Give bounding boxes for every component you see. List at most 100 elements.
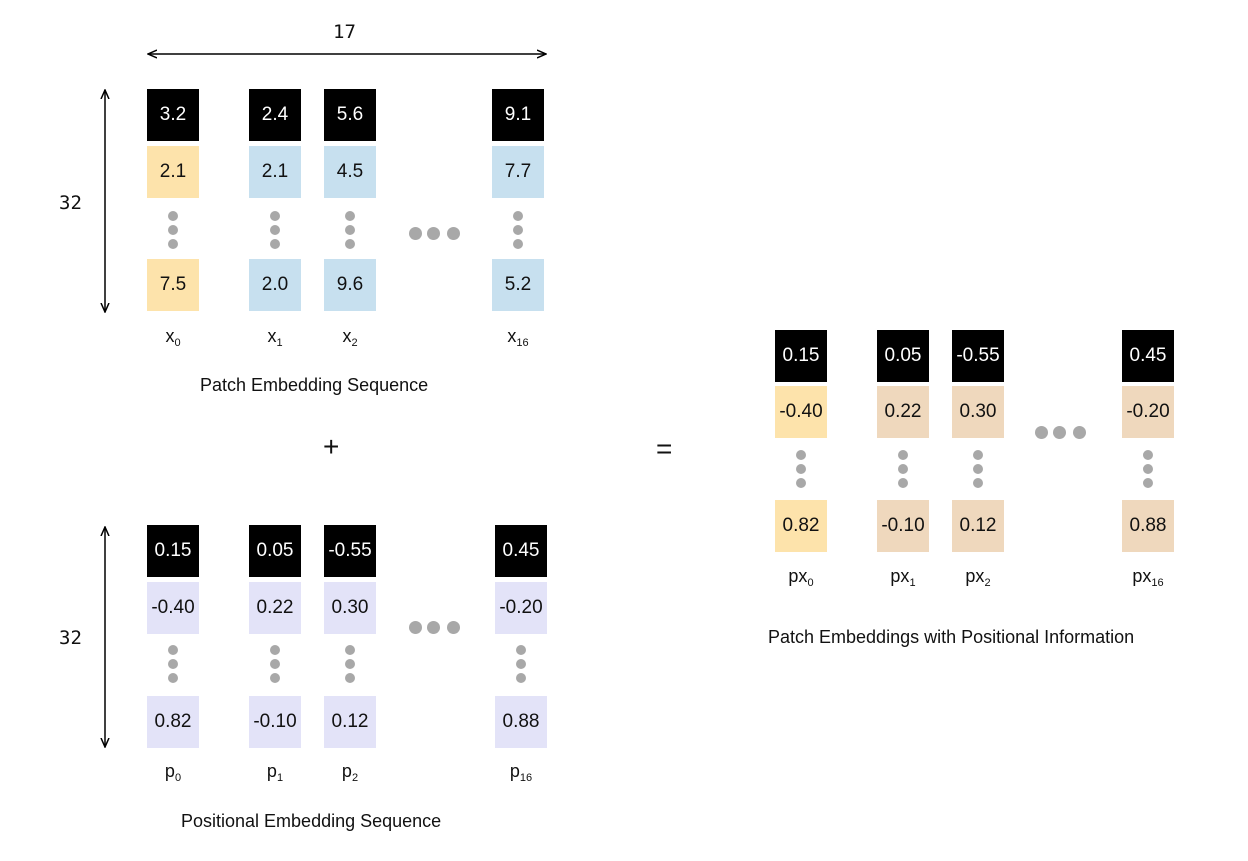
vertical-ellipsis-dot [345,645,355,655]
patch-cell-last: 2.0 [249,259,301,311]
patch-column-label: x16 [478,326,558,349]
positional-label-text: p [509,761,520,781]
vertical-ellipsis-dot [168,225,178,235]
positional-column-label: p1 [235,761,315,784]
result-cell-header: 0.05 [877,330,929,382]
vertical-ellipsis-dot [973,478,983,488]
result-label-subscript: 1 [909,577,916,589]
horizontal-ellipsis-dot [427,621,440,634]
positional-cell-second: -0.20 [495,582,547,634]
patch-cell-header: 5.6 [324,89,376,141]
result-cell-last: 0.82 [775,500,827,552]
vertical-ellipsis-dot [1143,478,1153,488]
positional-cell-last: 0.82 [147,696,199,748]
vertical-ellipsis-dot [270,673,280,683]
height-label-top: 32 [59,192,82,214]
vertical-ellipsis-dot [898,450,908,460]
patch-cell-second: 2.1 [249,146,301,198]
horizontal-ellipsis-dot [409,621,422,634]
result-label-text: px [890,566,910,586]
positional-column-label: p0 [133,761,213,784]
patch-cell-last: 7.5 [147,259,199,311]
positional-label-text: p [341,761,352,781]
positional-cell-second: 0.30 [324,582,376,634]
positional-column-label: p16 [481,761,561,784]
patch-cell-last: 9.6 [324,259,376,311]
patch-label-text: x [342,326,352,346]
height-label-bottom: 32 [59,627,82,649]
positional-cell-header: 0.15 [147,525,199,577]
plus-operator: + [323,431,340,462]
positional-cell-header: 0.45 [495,525,547,577]
result-column-label: px1 [863,566,943,589]
patch-cell-header: 3.2 [147,89,199,141]
positional-column-label: p2 [310,761,390,784]
patch-cell-second: 4.5 [324,146,376,198]
result-label-text: px [965,566,985,586]
result-cell-second: -0.20 [1122,386,1174,438]
result-caption: Patch Embeddings with Positional Informa… [768,627,1135,647]
patch-cell-second: 2.1 [147,146,199,198]
vertical-ellipsis-dot [270,211,280,221]
result-cell-second: -0.40 [775,386,827,438]
result-label-subscript: 0 [807,577,814,589]
positional-label-text: p [266,761,277,781]
positional-cell-header: -0.55 [324,525,376,577]
result-label-text: px [1132,566,1152,586]
positional-cell-second: -0.40 [147,582,199,634]
positional-label-text: p [164,761,175,781]
vertical-ellipsis-dot [345,225,355,235]
vertical-ellipsis-dot [168,211,178,221]
vertical-ellipsis-dot [270,225,280,235]
positional-label-subscript: 2 [351,772,359,784]
horizontal-ellipsis-dot [409,227,422,240]
patch-cell-second: 7.7 [492,146,544,198]
vertical-ellipsis-dot [168,659,178,669]
result-cell-last: 0.12 [952,500,1004,552]
horizontal-ellipsis-dot [447,227,460,240]
vertical-ellipsis-dot [345,239,355,249]
positional-cell-second: 0.22 [249,582,301,634]
vertical-ellipsis-dot [168,673,178,683]
patch-label-subscript: 2 [351,337,358,349]
patch-cell-header: 2.4 [249,89,301,141]
patch-column-label: x0 [133,326,213,349]
vertical-ellipsis-dot [973,450,983,460]
vertical-ellipsis-dot [516,645,526,655]
vertical-ellipsis-dot [973,464,983,474]
result-cell-second: 0.30 [952,386,1004,438]
result-label-subscript: 16 [1151,577,1164,589]
result-label-text: px [788,566,808,586]
patch-label-text: x [165,326,175,346]
width-label: 17 [333,21,356,43]
vertical-ellipsis-dot [796,450,806,460]
patch-column-label: x2 [310,326,390,349]
vertical-ellipsis-dot [270,645,280,655]
patch-label-text: x [507,326,517,346]
result-column-label: px2 [938,566,1018,589]
vertical-ellipsis-dot [270,239,280,249]
result-cell-last: 0.88 [1122,500,1174,552]
patch-caption: Patch Embedding Sequence [200,375,429,395]
horizontal-ellipsis-dot [447,621,460,634]
vertical-ellipsis-dot [345,673,355,683]
positional-cell-last: 0.12 [324,696,376,748]
horizontal-ellipsis-dot [1053,426,1066,439]
vertical-ellipsis-dot [1143,464,1153,474]
vertical-ellipsis-dot [516,673,526,683]
positional-cell-header: 0.05 [249,525,301,577]
vertical-ellipsis-dot [796,464,806,474]
equals-operator: = [656,433,673,464]
vertical-ellipsis-dot [1143,450,1153,460]
vertical-ellipsis-dot [513,239,523,249]
vertical-ellipsis-dot [898,464,908,474]
vertical-ellipsis-dot [168,645,178,655]
positional-label-subscript: 0 [174,772,182,784]
patch-column-label: x1 [235,326,315,349]
result-cell-header: 0.15 [775,330,827,382]
vertical-ellipsis-dot [513,211,523,221]
result-cell-last: -0.10 [877,500,929,552]
horizontal-ellipsis-dot [1073,426,1086,439]
vertical-ellipsis-dot [513,225,523,235]
